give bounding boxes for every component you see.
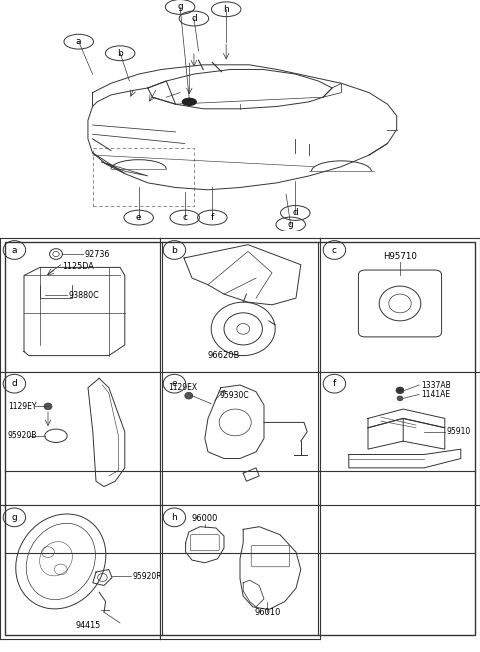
Bar xyxy=(93,148,194,206)
Text: H95710: H95710 xyxy=(383,252,417,261)
Text: 96620B: 96620B xyxy=(208,351,240,361)
Text: b: b xyxy=(117,49,123,58)
Text: e: e xyxy=(171,379,177,388)
Text: 1141AE: 1141AE xyxy=(421,390,450,399)
Text: d: d xyxy=(191,14,197,23)
Text: c: c xyxy=(182,213,187,222)
Text: 1337AB: 1337AB xyxy=(421,381,451,389)
Text: h: h xyxy=(171,513,177,522)
Text: f: f xyxy=(333,379,336,388)
Text: f: f xyxy=(211,213,214,222)
Text: b: b xyxy=(171,246,177,254)
Text: 1125DA: 1125DA xyxy=(62,261,94,271)
Text: 94415: 94415 xyxy=(75,621,101,630)
Text: 96000: 96000 xyxy=(192,514,218,524)
Text: g: g xyxy=(288,220,294,229)
Text: c: c xyxy=(332,246,337,254)
Circle shape xyxy=(185,393,193,399)
Text: a: a xyxy=(12,246,17,254)
Text: 95910: 95910 xyxy=(446,427,471,436)
Circle shape xyxy=(397,396,403,401)
Circle shape xyxy=(44,403,52,409)
Text: e: e xyxy=(136,213,142,222)
Text: g: g xyxy=(12,513,17,522)
Text: 95920B: 95920B xyxy=(8,431,37,440)
Text: g: g xyxy=(177,3,183,12)
Text: 96010: 96010 xyxy=(254,608,280,617)
Text: 93880C: 93880C xyxy=(69,291,99,300)
Text: a: a xyxy=(76,37,82,46)
Text: d: d xyxy=(12,379,17,388)
Text: 1129EY: 1129EY xyxy=(8,402,36,411)
Text: 95920R: 95920R xyxy=(133,572,162,581)
Circle shape xyxy=(396,387,404,394)
Circle shape xyxy=(182,98,196,106)
Text: 1129EX: 1129EX xyxy=(168,383,197,393)
Text: d: d xyxy=(292,209,298,218)
Text: 92736: 92736 xyxy=(85,250,110,259)
Text: h: h xyxy=(223,5,229,14)
Text: 95930C: 95930C xyxy=(219,391,249,400)
